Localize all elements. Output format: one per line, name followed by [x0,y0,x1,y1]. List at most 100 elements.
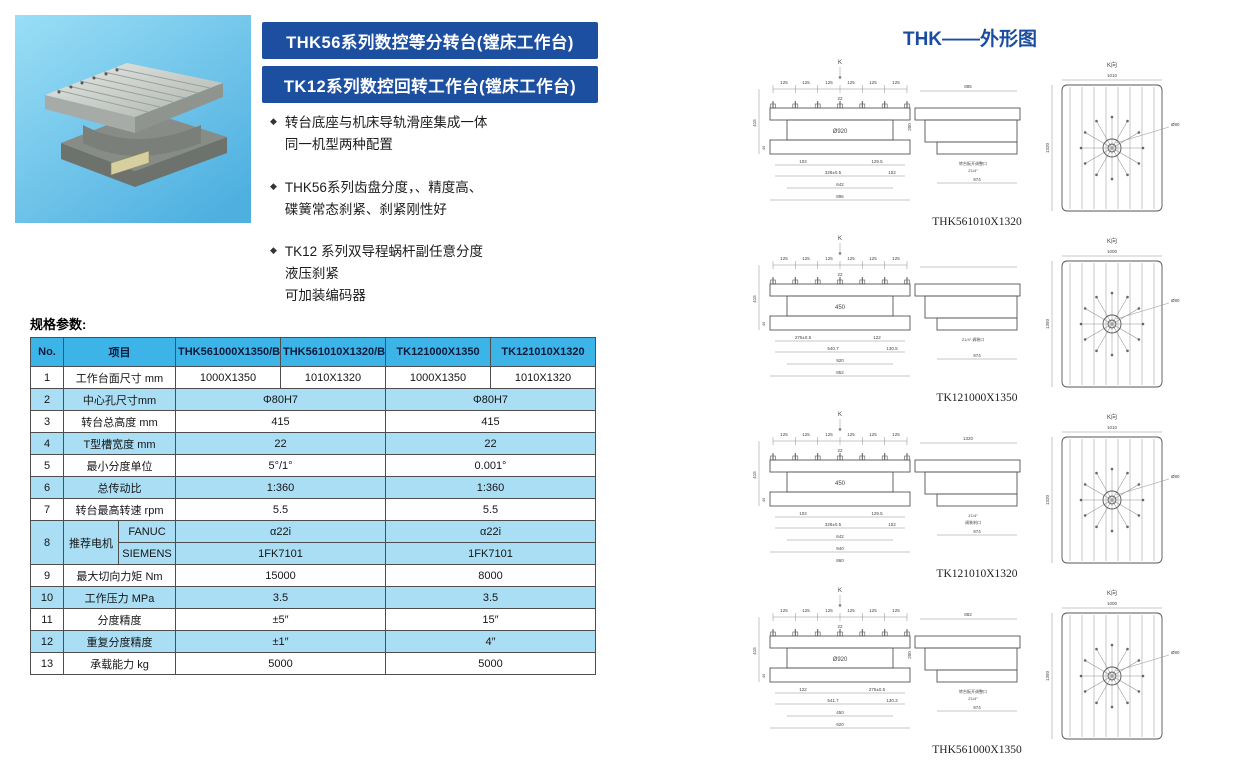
spec-value: 15000 [175,564,386,587]
dim-label: 974 [973,177,981,182]
front-view: K 125 125 125 125 125 125 22 450 [752,236,911,377]
table-row: 4 T型槽宽度 mm 22 22 [30,432,596,455]
spec-value: 1000X1350 [175,366,281,389]
dim-label: 125 [802,432,810,437]
spec-value: 22 [385,432,596,455]
spec-value: 15″ [385,608,596,631]
dim-label: 22 [837,624,843,629]
spec-value: 5.5 [175,498,386,521]
center-bore-label: Ø80 [1171,122,1180,127]
row-label: T型槽宽度 mm [63,432,176,455]
dim-label: 125 [869,608,877,613]
outline-drawings: K 125 125 125 125 125 125 22 Ø920 [745,55,1240,759]
body-dimension: Ø920 [833,657,848,663]
diamond-bullet-icon: ◆ [270,180,277,191]
spec-value: 5000 [385,652,596,675]
dim-label: 152 [888,170,896,175]
spec-value: ±1″ [175,630,386,653]
spec-value: 1010X1320 [280,366,386,389]
dim-label: 885 [964,84,972,89]
dim-label: 125 [869,80,877,85]
dim-label: 125 [892,608,900,613]
side-view: 882 200 转台板开调整口 Z1/4″ 974 [907,612,1021,712]
feature-item: ◆ 转台底座与机床导轨滑座集成一体 同一机型两种配置 [270,112,600,156]
row-no: 1 [30,366,64,389]
drawing-label: TK121010X1320 [936,568,1017,580]
bolt-circle [1079,467,1145,533]
dim-label: 1320 [963,436,974,441]
front-view: K 125 125 125 125 125 125 22 450 [752,412,911,563]
col-header-item: 项目 [63,337,176,367]
dim-label: 125 [802,608,810,613]
specs-caption: 规格参数: [30,317,87,332]
spec-value: 5.5 [385,498,596,521]
dim-label: 200 [907,123,912,131]
bolt-circle [1079,115,1145,181]
annotation: Z1/4″ [968,168,978,173]
dim-label: 882 [964,612,972,617]
dim-label: 122 [873,335,881,340]
side-view: Z1/4″ 调装口 974 [914,266,1021,360]
row-no: 4 [30,432,64,455]
row-label: 最小分度单位 [63,454,176,477]
dim-label: 974 [973,353,981,358]
table-row: 10 工作压力 MPa 3.5 3.5 [30,586,596,609]
spec-value: 3.5 [175,586,386,609]
dim-label: 415 [752,295,757,303]
dim-label: 125 [825,256,833,261]
dim-label: 40 [761,321,766,326]
spec-value: 4″ [385,630,596,653]
table-row: 12 重复分度精度 ±1″ 4″ [30,630,596,653]
row-no: 8 [30,520,64,565]
dimension-drawing: K 125 125 125 125 125 125 22 450 [752,236,1180,404]
side-view: 1320 Z1/4″ 调装刹口 974 [914,436,1021,536]
dim-label: 125 [780,608,788,613]
dimension-drawing: K 125 125 125 125 125 125 22 Ø920 [752,60,1180,228]
rotary-table-photo-illustration [15,15,251,223]
drawing-label: TK121000X1350 [936,392,1017,404]
dim-label: 328±0.5 [825,170,842,175]
spec-value: ±5″ [175,608,386,631]
banner-tk12: TK12系列数控回转工作台(镗床工作台) [262,66,598,103]
front-view: K 125 125 125 125 125 125 22 Ø920 [752,60,911,201]
spec-value: 22 [175,432,386,455]
body-dimension: 450 [835,305,846,311]
feature-item: ◆ TK12 系列双导程蜗杆副任意分度 液压刹紧 可加装编码器 [270,241,600,307]
row-label: 推荐电机 [63,520,119,565]
t-slots [56,67,211,113]
row-no: 11 [30,608,64,631]
dim-label: 860 [836,558,844,563]
dim-label: 642 [836,182,844,187]
dim-label: 22 [837,272,843,277]
diagram-title: THK——外形图 [902,29,1038,50]
col-header-model-1: THK561000X1350/B [175,337,281,367]
view-arrow-letter: K [838,412,842,418]
dim-label: 275±0.5 [869,687,886,692]
dimension-drawing: K 125 125 125 125 125 125 22 Ø920 [752,588,1180,756]
feature-text: TK12 系列双导程蜗杆副任意分度 液压刹紧 可加装编码器 [284,244,483,304]
top-view: K向 1000 1350 [1045,237,1180,388]
dim-label: 1350 [1045,318,1050,329]
row-no: 13 [30,652,64,675]
spec-value: 1010X1320 [490,366,596,389]
spec-value: Φ80H7 [385,388,596,411]
view-arrow-letter: K [838,236,842,242]
row-label: 承载能力 kg [63,652,176,675]
col-header-model-3: TK121000X1350 [385,337,491,367]
body-dimension: Ø920 [833,129,848,135]
specs-table: No. 项目 THK561000X1350/B THK561010X1320/B… [30,337,596,675]
spec-value: 415 [175,410,386,433]
row-label: 中心孔尺寸mm [63,388,176,411]
center-bore-label: Ø80 [1171,474,1180,479]
row-label: 分度精度 [63,608,176,631]
side-view: 885 200 转台板开调整口 Z1/4″ 974 [907,84,1021,184]
drawing-label: THK561010X1320 [932,216,1022,228]
dim-label: 1010 [1107,425,1118,430]
dim-label: 152 [888,522,896,527]
feature-list: ◆ 转台底座与机床导轨滑座集成一体 同一机型两种配置 ◆ THK56系列齿盘分度… [270,112,600,328]
dim-label: 1320 [1045,142,1050,153]
dim-label: 940 [836,546,844,551]
bolt-circle [1079,291,1145,357]
row-label: 转台总高度 mm [63,410,176,433]
dim-label: 122 [799,687,807,692]
